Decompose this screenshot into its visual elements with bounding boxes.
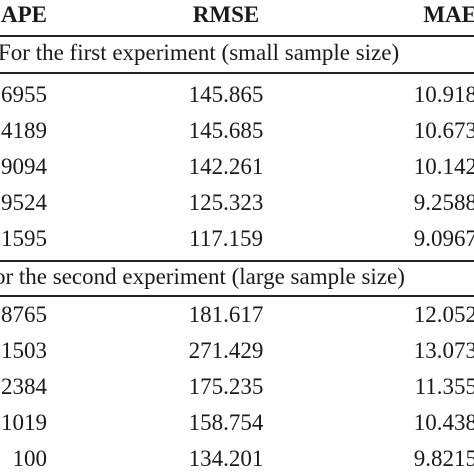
- cell-rmse: 134.201: [188, 446, 264, 471]
- cell-rmse: 117.159: [189, 226, 263, 251]
- cell-rmse: 181.617: [188, 302, 264, 327]
- cell-rmse: 158.754: [188, 410, 264, 435]
- cell-col1: 6955: [1, 82, 47, 107]
- cell-rmse: 125.323: [188, 190, 264, 215]
- header-rmse: RMSE: [192, 2, 260, 27]
- cell-col1: 4189: [1, 118, 47, 143]
- header-divider: [0, 35, 474, 37]
- cell-mae: 12.052: [413, 302, 474, 327]
- cell-mae: 11.355: [414, 374, 474, 399]
- cell-col1: 1595: [1, 226, 47, 251]
- cell-col1: 100: [12, 446, 48, 471]
- section2-divider: [0, 295, 474, 297]
- cell-mae: 10.918: [413, 82, 474, 107]
- cell-mae: 10.142: [413, 154, 474, 179]
- cell-mae: 9.2588: [413, 190, 474, 215]
- cell-mae: 10.673: [413, 118, 474, 143]
- section-title-second-experiment: or the second experiment (large sample s…: [0, 264, 405, 289]
- cell-rmse: 271.429: [188, 338, 264, 363]
- cell-col1: 9524: [1, 190, 47, 215]
- cell-mae: 9.0967: [413, 226, 474, 251]
- cell-col1: 8765: [1, 302, 47, 327]
- cell-rmse: 175.235: [188, 374, 264, 399]
- section1-divider: [0, 72, 474, 74]
- cell-rmse: 142.261: [188, 154, 264, 179]
- cell-mae: 9.8215: [413, 446, 474, 471]
- header-mae: MAE: [423, 2, 474, 27]
- cell-rmse: 145.685: [188, 118, 264, 143]
- header-col1: APE: [1, 2, 47, 27]
- cell-mae: 13.073: [413, 338, 474, 363]
- cell-col1: 1503: [1, 338, 47, 363]
- cell-col1: 1019: [1, 410, 47, 435]
- cell-col1: 9094: [1, 154, 47, 179]
- cell-mae: 10.438: [413, 410, 474, 435]
- section-divider-top: [0, 260, 474, 262]
- cell-col1: 2384: [1, 374, 47, 399]
- section-title-first-experiment: For the first experiment (small sample s…: [0, 40, 400, 65]
- cell-rmse: 145.865: [188, 82, 264, 107]
